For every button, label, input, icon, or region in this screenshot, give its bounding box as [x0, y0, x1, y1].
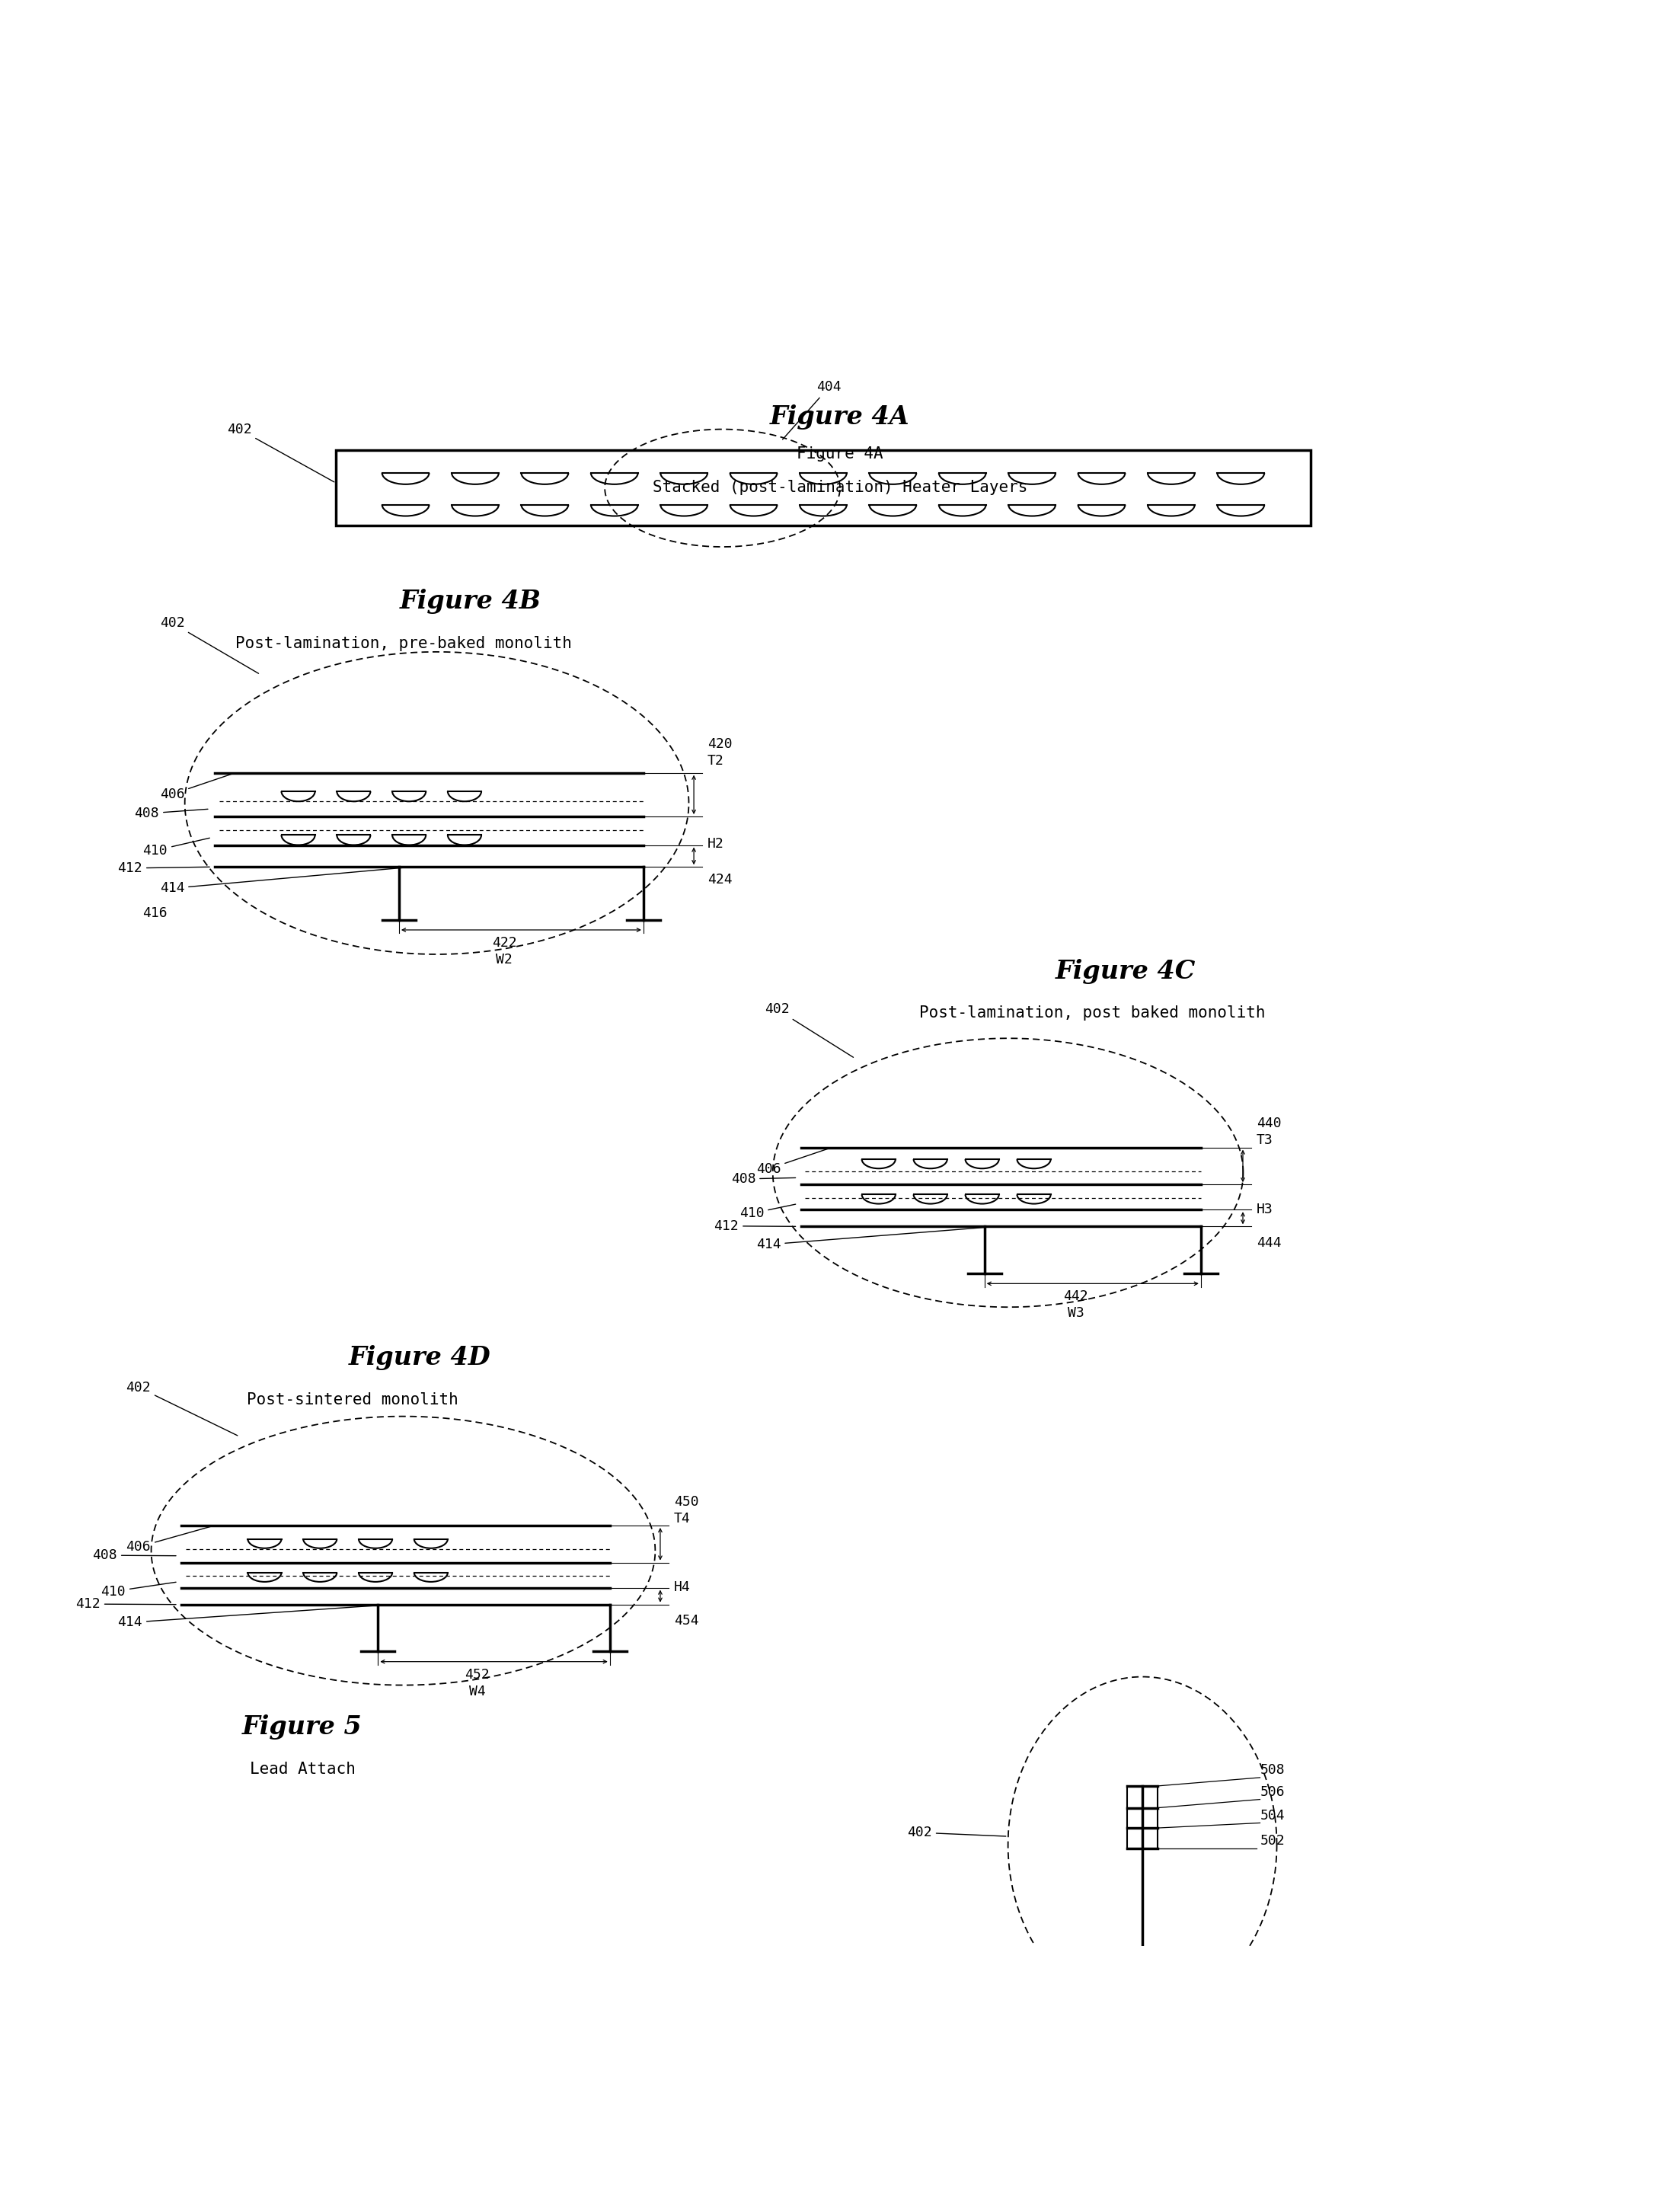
Text: 420: 420 [707, 736, 732, 752]
Text: Figure 4B: Figure 4B [400, 588, 541, 615]
Text: 504: 504 [1260, 1809, 1285, 1822]
Text: W2: W2 [496, 953, 512, 966]
Text: 402: 402 [126, 1380, 237, 1435]
Text: 442: 442 [1063, 1289, 1089, 1304]
Text: 402: 402 [160, 617, 259, 674]
Text: 422: 422 [492, 935, 517, 951]
Text: 406: 406 [160, 774, 234, 800]
Text: Stacked (post-lamination) Heater Layers: Stacked (post-lamination) Heater Layers [652, 480, 1028, 495]
Text: 502: 502 [1260, 1835, 1285, 1848]
Text: 410: 410 [101, 1583, 176, 1599]
Bar [336, 451, 1310, 526]
Text: 412: 412 [76, 1596, 176, 1612]
Text: 452: 452 [465, 1667, 489, 1683]
Text: T3: T3 [1257, 1134, 1273, 1148]
Text: 402: 402 [907, 1826, 1006, 1840]
Text: Post-lamination, post baked monolith: Post-lamination, post baked monolith [919, 1006, 1265, 1021]
Text: 414: 414 [118, 1605, 388, 1630]
Text: 424: 424 [707, 873, 732, 887]
Text: T4: T4 [674, 1512, 690, 1526]
Text: 454: 454 [674, 1614, 699, 1627]
Text: Figure 4C: Figure 4C [1055, 960, 1196, 984]
Text: W4: W4 [469, 1685, 486, 1698]
Text: 412: 412 [714, 1218, 796, 1234]
Text: Lead Attach: Lead Attach [250, 1762, 354, 1778]
Text: 414: 414 [756, 1227, 995, 1251]
Text: Figure 5: Figure 5 [242, 1714, 363, 1740]
Text: 404: 404 [783, 380, 842, 440]
Text: 440: 440 [1257, 1117, 1282, 1130]
Text: 506: 506 [1260, 1784, 1285, 1800]
Text: 508: 508 [1260, 1764, 1285, 1778]
Text: 408: 408 [134, 807, 208, 820]
Text: 408: 408 [92, 1548, 176, 1563]
Text: 416: 416 [143, 907, 168, 920]
Text: 406: 406 [756, 1148, 830, 1176]
Text: W3: W3 [1067, 1307, 1084, 1320]
Text: 450: 450 [674, 1495, 699, 1508]
Text: 402: 402 [764, 1002, 853, 1057]
Text: 410: 410 [739, 1205, 796, 1220]
Text: Figure 4A: Figure 4A [796, 447, 884, 462]
Text: H2: H2 [707, 838, 724, 851]
Text: 444: 444 [1257, 1236, 1282, 1249]
Text: Post-lamination, pre-baked monolith: Post-lamination, pre-baked monolith [235, 637, 571, 650]
Text: H3: H3 [1257, 1203, 1273, 1216]
Text: Post-sintered monolith: Post-sintered monolith [247, 1393, 459, 1406]
Text: H4: H4 [674, 1581, 690, 1594]
Text: 406: 406 [126, 1526, 212, 1554]
Text: 410: 410 [143, 838, 210, 858]
Text: Figure 4A: Figure 4A [769, 405, 911, 429]
Text: T2: T2 [707, 754, 724, 767]
Text: 412: 412 [118, 862, 210, 876]
Text: 414: 414 [160, 867, 410, 895]
Text: 408: 408 [731, 1172, 796, 1185]
Text: Figure 4D: Figure 4D [349, 1344, 491, 1371]
Text: 402: 402 [227, 422, 334, 482]
